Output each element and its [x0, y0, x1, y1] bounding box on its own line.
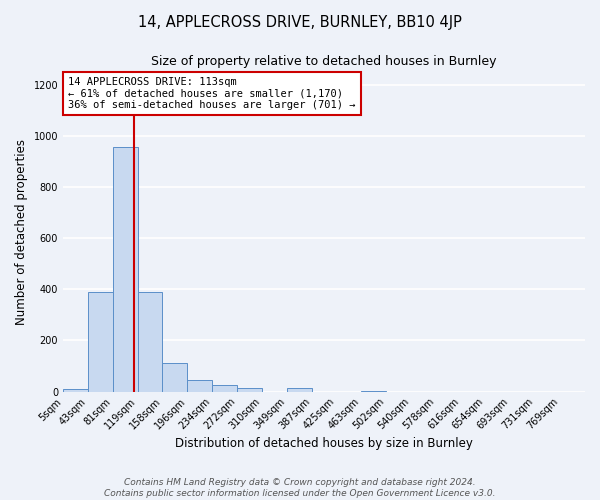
- Title: Size of property relative to detached houses in Burnley: Size of property relative to detached ho…: [151, 55, 497, 68]
- X-axis label: Distribution of detached houses by size in Burnley: Distribution of detached houses by size …: [175, 437, 473, 450]
- Bar: [137, 292, 163, 392]
- Bar: [287, 388, 311, 392]
- Bar: [361, 391, 386, 392]
- Bar: [113, 148, 137, 392]
- Y-axis label: Number of detached properties: Number of detached properties: [15, 139, 28, 325]
- Text: 14, APPLECROSS DRIVE, BURNLEY, BB10 4JP: 14, APPLECROSS DRIVE, BURNLEY, BB10 4JP: [138, 15, 462, 30]
- Bar: [212, 386, 237, 392]
- Bar: [63, 389, 88, 392]
- Bar: [163, 364, 187, 392]
- Bar: [88, 292, 113, 392]
- Text: Contains HM Land Registry data © Crown copyright and database right 2024.
Contai: Contains HM Land Registry data © Crown c…: [104, 478, 496, 498]
- Bar: [187, 380, 212, 392]
- Bar: [237, 388, 262, 392]
- Text: 14 APPLECROSS DRIVE: 113sqm
← 61% of detached houses are smaller (1,170)
36% of : 14 APPLECROSS DRIVE: 113sqm ← 61% of det…: [68, 76, 356, 110]
